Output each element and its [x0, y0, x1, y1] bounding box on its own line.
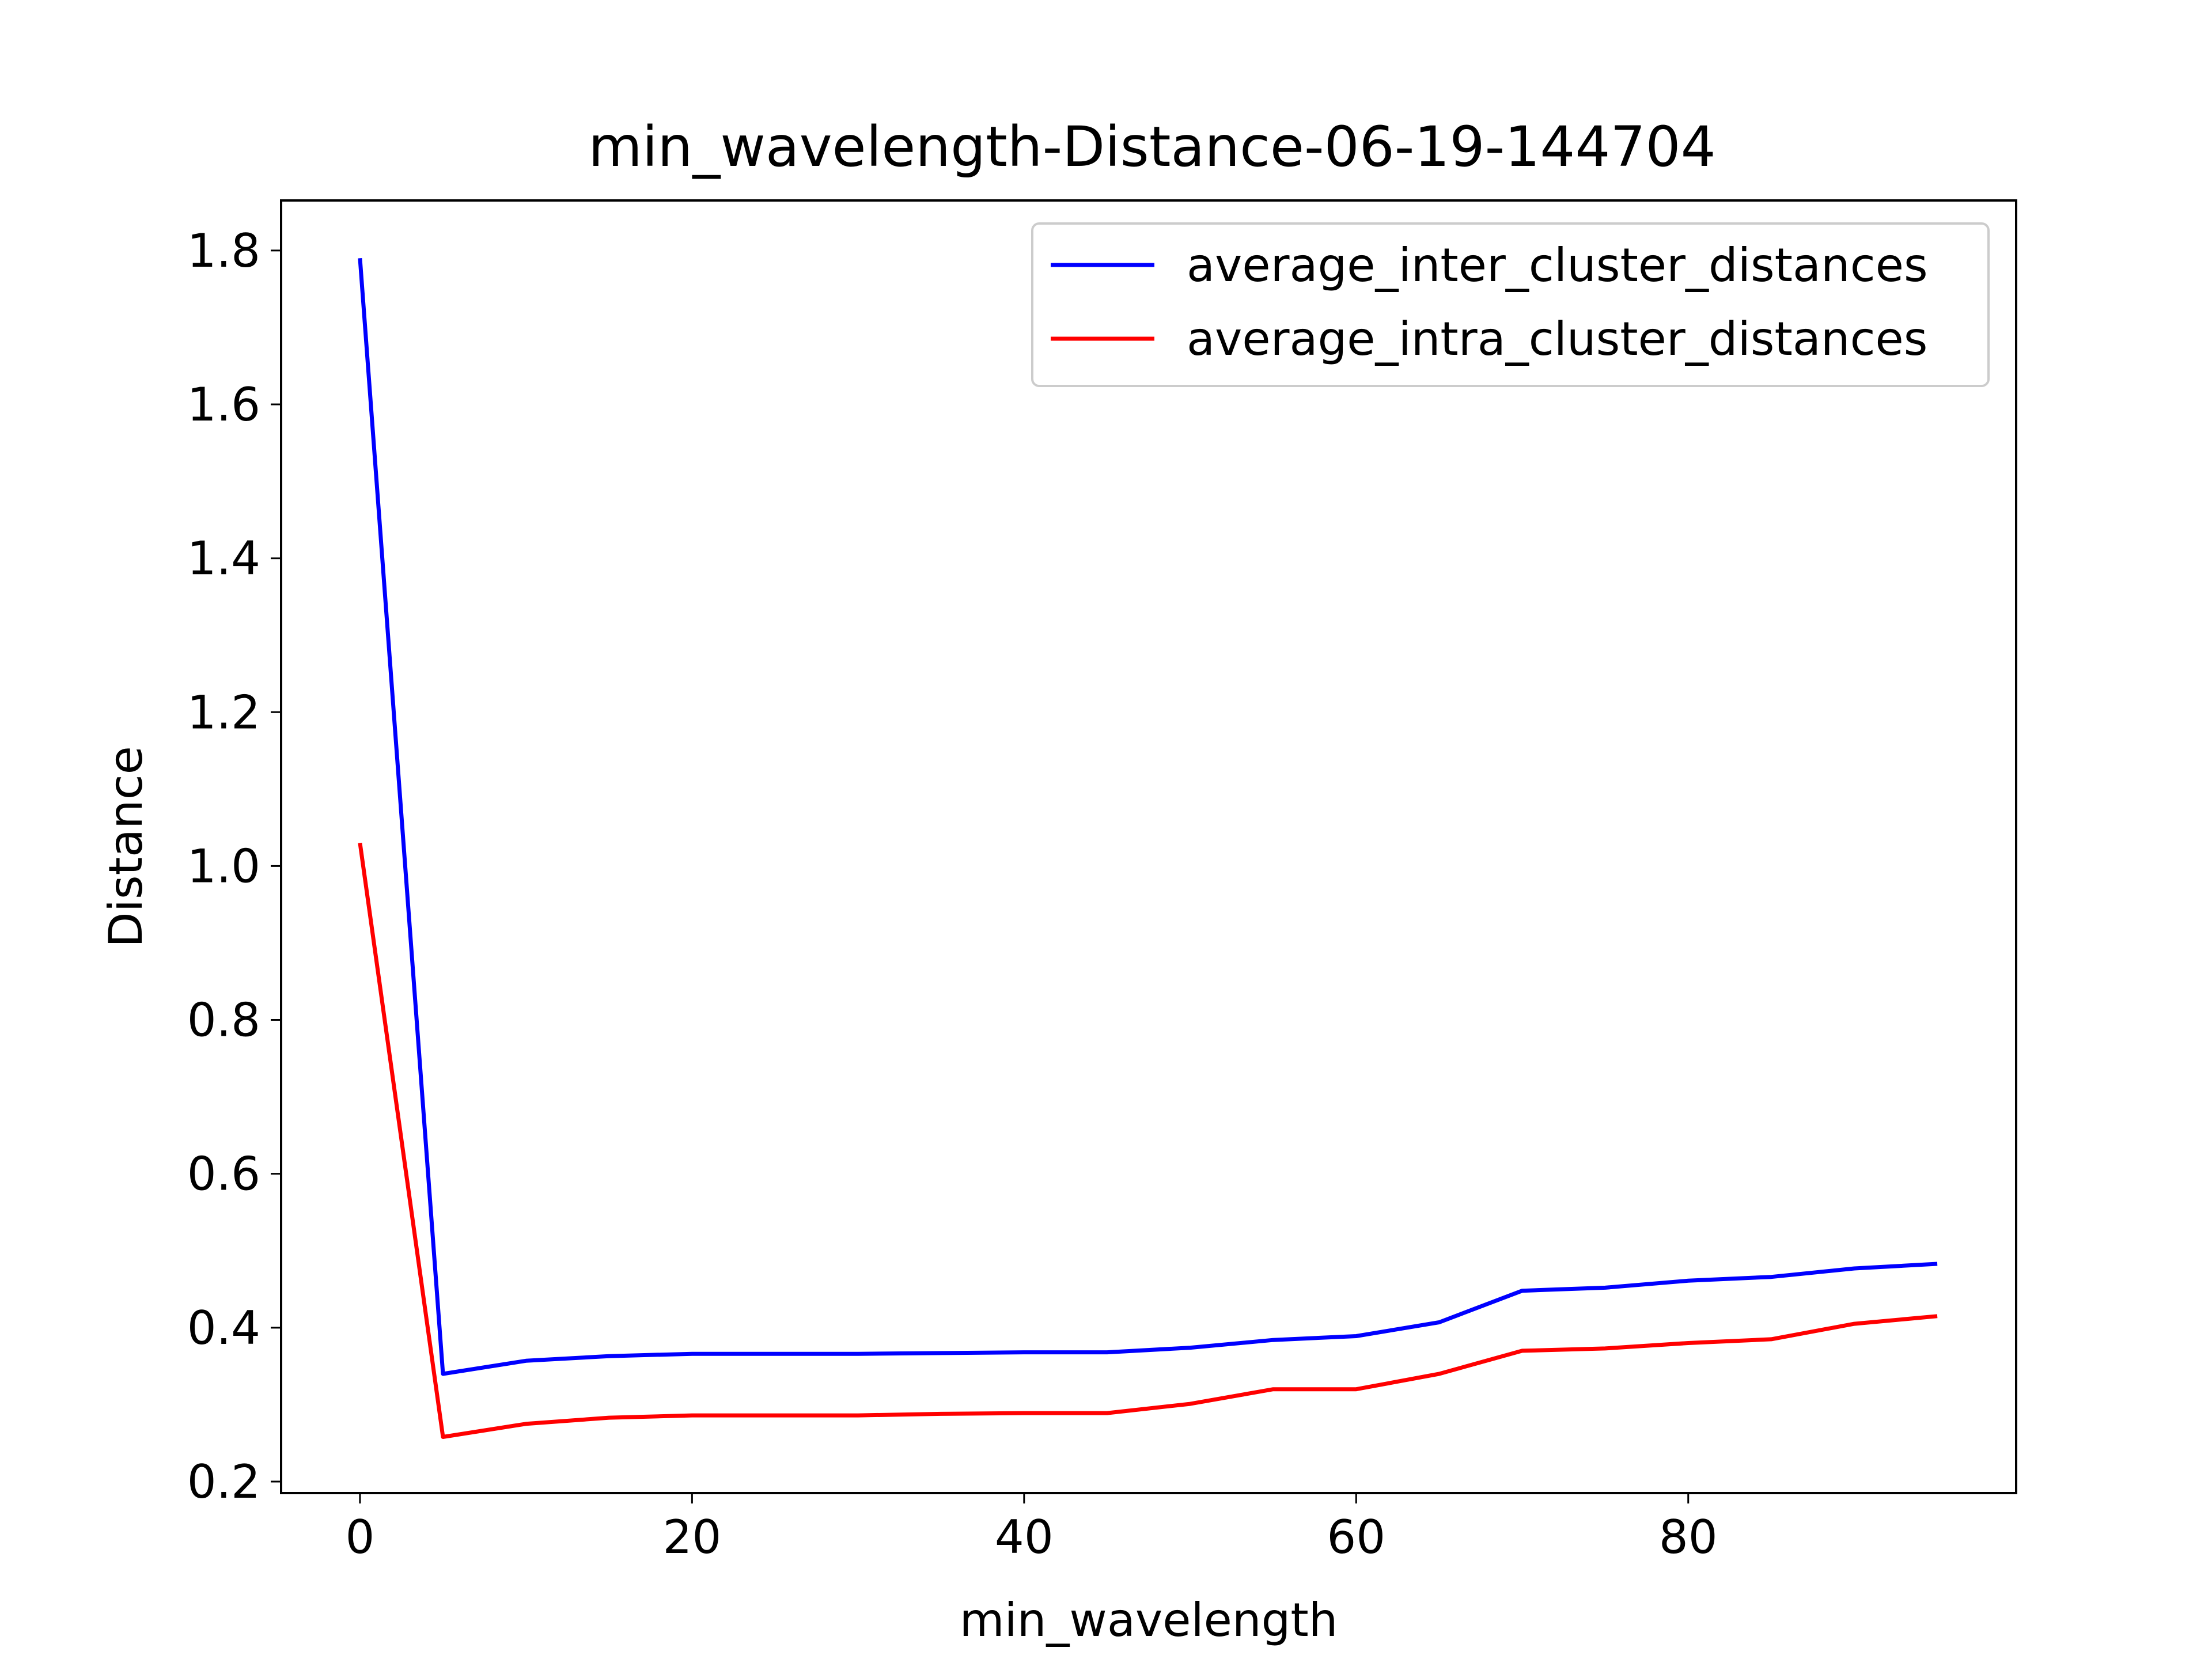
x-axis-ticks: 0 20 40 60 80 — [345, 1493, 1718, 1564]
x-tick-label: 60 — [1327, 1510, 1385, 1564]
x-axis-label: min_wavelength — [960, 1593, 1338, 1647]
plot-area — [280, 199, 2017, 1494]
y-axis-label: Distance — [99, 746, 153, 948]
y-tick-label: 0.4 — [187, 1301, 260, 1355]
y-tick-label: 1.4 — [187, 532, 260, 585]
legend-label-inter: average_inter_cluster_distances — [1187, 238, 1928, 292]
legend: average_inter_cluster_distances average_… — [1031, 222, 1990, 387]
series-line-inter-cluster — [358, 257, 1938, 1376]
series-line-intra-cluster — [358, 842, 1938, 1439]
y-tick-label: 0.8 — [187, 994, 260, 1047]
x-tick-label: 80 — [1659, 1510, 1718, 1564]
y-tick-label: 1.0 — [187, 839, 260, 893]
y-tick-label: 0.6 — [187, 1147, 260, 1201]
series-lines — [358, 257, 1938, 1439]
legend-label-intra: average_intra_cluster_distances — [1187, 312, 1927, 366]
axes-frame — [280, 199, 2017, 1494]
y-tick-label: 1.8 — [187, 224, 260, 278]
y-tick-label: 0.2 — [187, 1455, 260, 1509]
y-tick-label: 1.2 — [187, 685, 260, 739]
chart-title: min_wavelength-Distance-06-19-144704 — [588, 115, 1715, 179]
x-tick-label: 0 — [345, 1510, 374, 1564]
y-tick-label: 1.6 — [187, 378, 260, 431]
y-axis-ticks: 0.2 0.4 0.6 0.8 1.0 1.2 1.4 1.6 1.8 — [187, 224, 281, 1509]
x-tick-label: 20 — [662, 1510, 721, 1564]
legend-box — [1031, 222, 1990, 387]
x-tick-label: 40 — [995, 1510, 1054, 1564]
